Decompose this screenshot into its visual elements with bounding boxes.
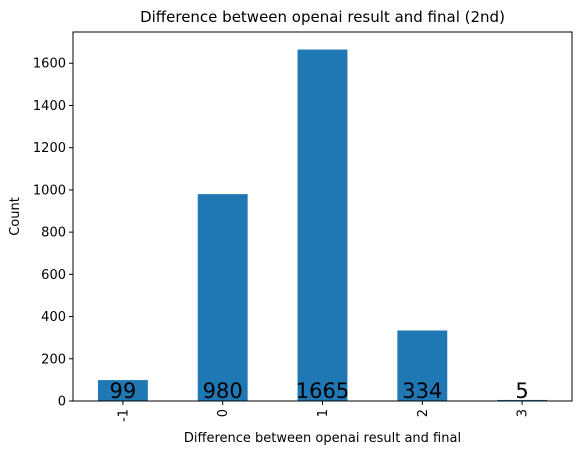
y-tick-label: 1000 [33,183,66,198]
x-axis-title: Difference between openai result and fin… [184,431,461,446]
data-label--1: 99 [110,379,137,403]
x-tick-label: 3 [516,409,531,417]
x-axis-ticks: -1 0 1 2 3 [116,401,531,422]
x-tick-label: 0 [216,409,231,417]
bar-0 [197,194,248,401]
data-label-3: 5 [515,379,528,403]
y-axis-title: Count [8,197,23,236]
y-tick-label: 1200 [33,141,66,156]
bar--1 [97,380,148,401]
x-tick-label: 2 [416,409,431,417]
data-labels-group: 99 980 1665 334 5 [110,379,529,403]
y-tick-label: 1400 [33,99,66,114]
y-tick-label: 200 [41,352,66,367]
y-axis-ticks: 0 200 400 600 800 1000 1200 1400 1600 [33,57,73,410]
data-label-2: 334 [402,379,442,403]
bars-group [97,49,548,401]
bar-2 [397,330,448,401]
x-tick-label: 1 [316,409,331,417]
y-tick-label: 400 [41,310,66,325]
data-label-0: 980 [203,379,243,403]
y-tick-label: 1600 [33,57,66,72]
x-tick-label: -1 [116,409,131,422]
chart-title: Difference between openai result and fin… [140,8,505,26]
y-tick-label: 600 [41,268,66,283]
y-tick-label: 0 [58,395,66,410]
plot-frame [72,31,573,402]
bar-1 [297,49,348,401]
data-label-1: 1665 [296,379,349,403]
y-tick-label: 800 [41,226,66,241]
bar-3 [497,399,548,401]
